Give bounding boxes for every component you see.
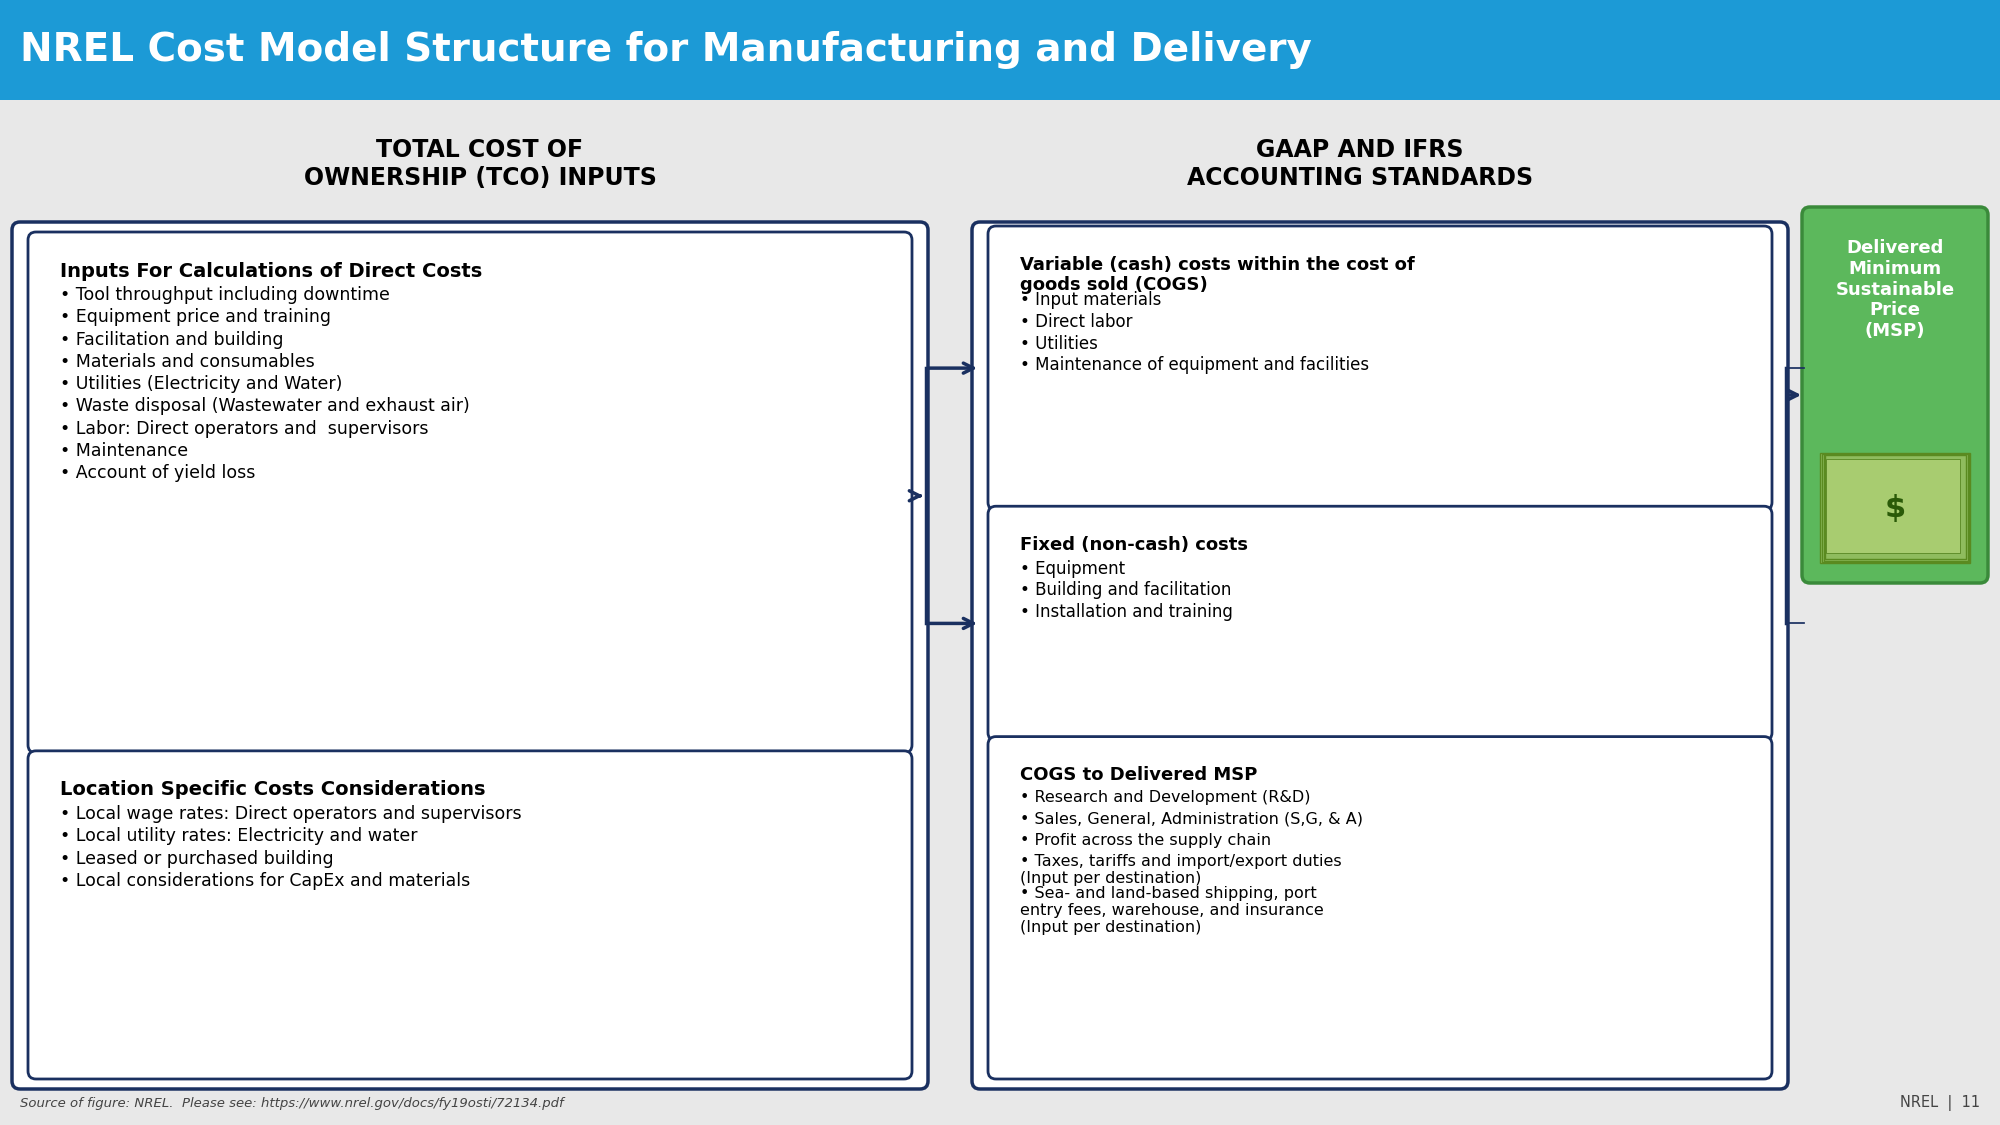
Text: • Sea- and land-based shipping, port
entry fees, warehouse, and insurance
(Input: • Sea- and land-based shipping, port ent… bbox=[1020, 885, 1324, 936]
FancyBboxPatch shape bbox=[1820, 453, 1970, 562]
Text: • Utilities (Electricity and Water): • Utilities (Electricity and Water) bbox=[60, 376, 342, 394]
FancyBboxPatch shape bbox=[0, 0, 2000, 100]
FancyBboxPatch shape bbox=[1826, 455, 1966, 559]
Text: • Waste disposal (Wastewater and exhaust air): • Waste disposal (Wastewater and exhaust… bbox=[60, 397, 470, 415]
FancyBboxPatch shape bbox=[1824, 455, 1968, 560]
Text: • Input materials: • Input materials bbox=[1020, 291, 1162, 309]
Text: Location Specific Costs Considerations: Location Specific Costs Considerations bbox=[60, 781, 486, 800]
Text: • Leased or purchased building: • Leased or purchased building bbox=[60, 849, 334, 867]
Text: NREL Cost Model Structure for Manufacturing and Delivery: NREL Cost Model Structure for Manufactur… bbox=[20, 32, 1312, 69]
Text: Inputs For Calculations of Direct Costs: Inputs For Calculations of Direct Costs bbox=[60, 262, 482, 280]
Text: • Local wage rates: Direct operators and supervisors: • Local wage rates: Direct operators and… bbox=[60, 806, 522, 824]
Text: COGS to Delivered MSP: COGS to Delivered MSP bbox=[1020, 766, 1258, 784]
Text: • Local considerations for CapEx and materials: • Local considerations for CapEx and mat… bbox=[60, 872, 470, 890]
FancyBboxPatch shape bbox=[972, 222, 1788, 1089]
Text: • Facilitation and building: • Facilitation and building bbox=[60, 331, 284, 349]
FancyBboxPatch shape bbox=[28, 750, 912, 1079]
Text: $: $ bbox=[1884, 494, 1906, 522]
FancyBboxPatch shape bbox=[988, 226, 1772, 511]
Text: • Tool throughput including downtime: • Tool throughput including downtime bbox=[60, 286, 390, 304]
Text: TOTAL COST OF
OWNERSHIP (TCO) INPUTS: TOTAL COST OF OWNERSHIP (TCO) INPUTS bbox=[304, 138, 656, 190]
Text: Variable (cash) costs within the cost of
goods sold (COGS): Variable (cash) costs within the cost of… bbox=[1020, 255, 1414, 295]
Text: • Sales, General, Administration (S,G, & A): • Sales, General, Administration (S,G, &… bbox=[1020, 811, 1364, 826]
Text: Delivered
Minimum
Sustainable
Price
(MSP): Delivered Minimum Sustainable Price (MSP… bbox=[1836, 238, 1954, 340]
Text: • Direct labor: • Direct labor bbox=[1020, 313, 1132, 331]
FancyBboxPatch shape bbox=[1802, 207, 1988, 583]
Text: Source of figure: NREL.  Please see: https://www.nrel.gov/docs/fy19osti/72134.pd: Source of figure: NREL. Please see: http… bbox=[20, 1097, 564, 1109]
Text: • Maintenance of equipment and facilities: • Maintenance of equipment and facilitie… bbox=[1020, 357, 1370, 375]
FancyBboxPatch shape bbox=[1822, 453, 1968, 561]
Text: • Building and facilitation: • Building and facilitation bbox=[1020, 582, 1232, 600]
Text: • Research and Development (R&D): • Research and Development (R&D) bbox=[1020, 790, 1310, 804]
Text: • Profit across the supply chain: • Profit across the supply chain bbox=[1020, 832, 1272, 847]
Text: • Utilities: • Utilities bbox=[1020, 334, 1098, 352]
FancyBboxPatch shape bbox=[1826, 459, 1960, 554]
Text: • Labor: Direct operators and  supervisors: • Labor: Direct operators and supervisor… bbox=[60, 420, 428, 438]
Text: • Materials and consumables: • Materials and consumables bbox=[60, 353, 314, 371]
Text: • Local utility rates: Electricity and water: • Local utility rates: Electricity and w… bbox=[60, 827, 418, 845]
FancyBboxPatch shape bbox=[12, 222, 928, 1089]
Text: • Taxes, tariffs and import/export duties
(Input per destination): • Taxes, tariffs and import/export dutie… bbox=[1020, 854, 1342, 886]
FancyBboxPatch shape bbox=[988, 737, 1772, 1079]
Text: • Equipment price and training: • Equipment price and training bbox=[60, 308, 332, 326]
Text: NREL  |  11: NREL | 11 bbox=[1900, 1095, 1980, 1112]
FancyBboxPatch shape bbox=[28, 232, 912, 753]
Text: • Equipment: • Equipment bbox=[1020, 559, 1126, 577]
Text: • Maintenance: • Maintenance bbox=[60, 442, 188, 460]
Text: • Installation and training: • Installation and training bbox=[1020, 603, 1232, 621]
Text: • Account of yield loss: • Account of yield loss bbox=[60, 465, 256, 483]
FancyBboxPatch shape bbox=[988, 506, 1772, 740]
Text: Fixed (non-cash) costs: Fixed (non-cash) costs bbox=[1020, 536, 1248, 554]
Text: GAAP AND IFRS
ACCOUNTING STANDARDS: GAAP AND IFRS ACCOUNTING STANDARDS bbox=[1186, 138, 1534, 190]
